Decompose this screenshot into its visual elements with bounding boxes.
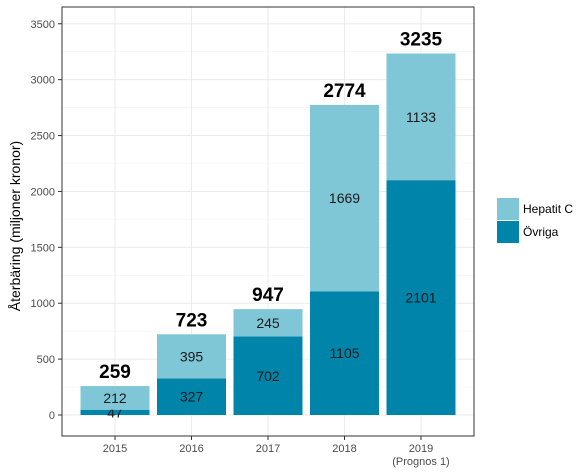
- y-axis-title: Återbäring (miljoner kronor): [7, 141, 23, 311]
- total-value-label: 3235: [400, 30, 443, 51]
- y-tick-label: 3500: [31, 19, 55, 31]
- total-value-label: 259: [99, 362, 131, 383]
- x-tick-label: 2016: [179, 443, 203, 455]
- bar-segment-hepatit-c-2018: [310, 104, 379, 292]
- bar-segment-hepatit-c-2019: [386, 53, 456, 181]
- bars: 4732770211052101212395245166911332597239…: [80, 30, 456, 420]
- y-tick-label: 500: [37, 354, 55, 366]
- bar-segment--vriga-2019: [386, 180, 456, 415]
- y-tick-label: 1000: [31, 298, 55, 310]
- bar-segment--vriga-2015: [80, 409, 150, 415]
- legend-swatch: [497, 221, 519, 243]
- bar-segment--vriga-2017: [233, 336, 303, 415]
- x-tick-label: 2015: [103, 443, 127, 455]
- segment-value-label: 1669: [329, 190, 360, 206]
- bar-segment-hepatit-c-2017: [233, 309, 303, 337]
- legend-swatch: [497, 198, 519, 220]
- legend-entry-label: Övriga: [523, 225, 559, 239]
- y-tick-label: 1500: [31, 242, 55, 254]
- y-tick-label: 3000: [31, 75, 55, 87]
- bar-segment--vriga-2018: [310, 291, 379, 415]
- total-value-label: 947: [252, 285, 284, 306]
- y-tick-label: 2000: [31, 186, 55, 198]
- total-value-label: 723: [176, 310, 208, 331]
- y-axis: 0 500 1000 1500 2000 2500 3000 3500: [31, 19, 62, 422]
- x-tick-sublabel: (Prognos 1): [392, 456, 449, 468]
- segment-value-label: 1133: [406, 109, 436, 125]
- legend-entry-label: Hepatit C: [523, 202, 573, 216]
- x-tick-label: 2019: [409, 443, 433, 455]
- segment-value-label: 2101: [405, 290, 436, 306]
- segment-value-label: 245: [256, 315, 280, 331]
- x-tick-label: 2018: [332, 443, 356, 455]
- segment-value-label: 395: [180, 348, 204, 364]
- x-tick-label: 2017: [256, 443, 280, 455]
- bar-segment--vriga-2016: [157, 378, 226, 415]
- bar-segment-hepatit-c-2016: [157, 334, 226, 379]
- segment-value-label: 212: [103, 390, 127, 406]
- total-value-label: 2774: [323, 81, 366, 102]
- segment-value-label: 1105: [329, 345, 359, 361]
- y-tick-label: 2500: [31, 131, 55, 143]
- segment-value-label: 702: [256, 368, 280, 384]
- legend: Hepatit C Övriga: [497, 198, 573, 243]
- segment-value-label: 327: [180, 389, 204, 405]
- x-axis: 2015 2016 2017 2018 2019(Prognos 1): [103, 436, 450, 468]
- y-tick-label: 0: [49, 410, 55, 422]
- bar-segment-hepatit-c-2015: [80, 386, 150, 410]
